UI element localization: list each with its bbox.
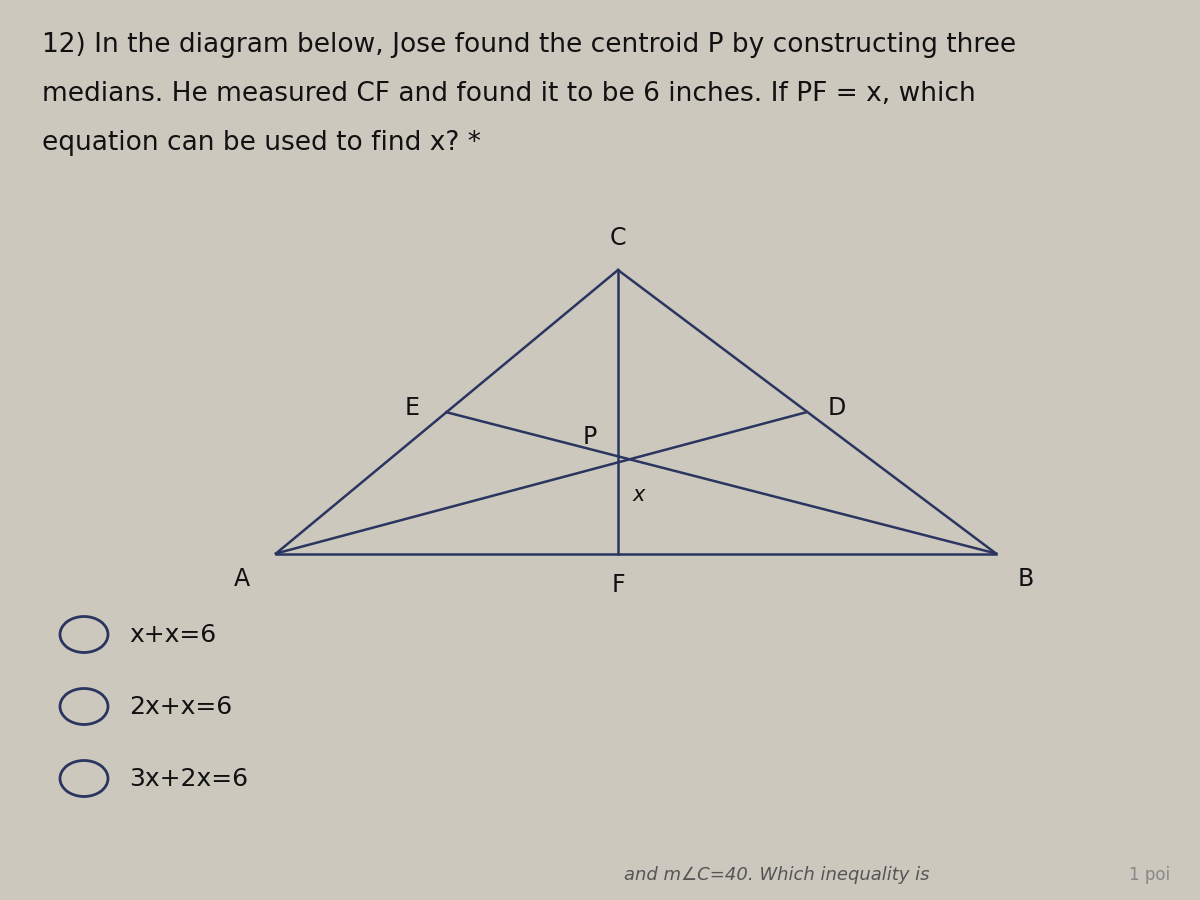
Text: F: F [611, 573, 625, 598]
Text: x+x=6: x+x=6 [130, 623, 217, 646]
Text: medians. He measured CF and found it to be 6 inches. If PF = x, which: medians. He measured CF and found it to … [42, 81, 976, 107]
Text: P: P [582, 425, 596, 448]
Text: C: C [610, 226, 626, 250]
Text: and m∠C=40. Which inequality is: and m∠C=40. Which inequality is [624, 866, 930, 884]
Text: E: E [406, 396, 420, 419]
Text: 1 poi: 1 poi [1129, 866, 1170, 884]
Text: 3x+2x=6: 3x+2x=6 [130, 767, 248, 790]
Text: equation can be used to find x? *: equation can be used to find x? * [42, 130, 481, 157]
Text: 2x+x=6: 2x+x=6 [130, 695, 233, 718]
Text: 12) In the diagram below, Jose found the centroid P by constructing three: 12) In the diagram below, Jose found the… [42, 32, 1016, 58]
Text: B: B [1018, 567, 1034, 591]
Text: x: x [632, 485, 644, 505]
Text: D: D [828, 396, 846, 419]
Text: A: A [234, 567, 250, 591]
